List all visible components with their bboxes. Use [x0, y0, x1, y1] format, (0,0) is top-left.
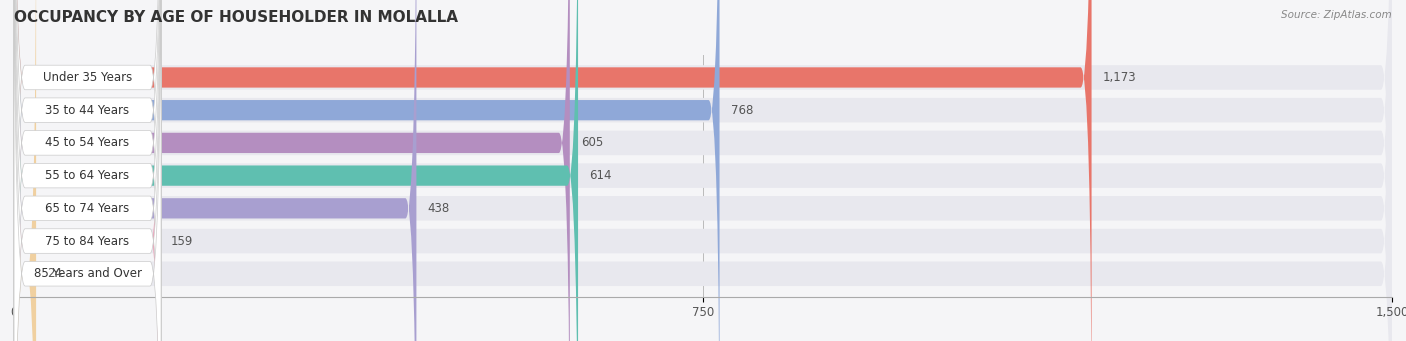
Text: 768: 768: [731, 104, 754, 117]
FancyBboxPatch shape: [14, 0, 162, 341]
Text: 1,173: 1,173: [1102, 71, 1136, 84]
FancyBboxPatch shape: [14, 0, 37, 341]
Text: 65 to 74 Years: 65 to 74 Years: [45, 202, 129, 215]
Text: 614: 614: [589, 169, 612, 182]
FancyBboxPatch shape: [14, 0, 720, 341]
FancyBboxPatch shape: [14, 0, 162, 341]
FancyBboxPatch shape: [14, 0, 162, 341]
Text: 438: 438: [427, 202, 450, 215]
FancyBboxPatch shape: [14, 0, 160, 341]
Text: 605: 605: [581, 136, 603, 149]
FancyBboxPatch shape: [14, 0, 1091, 341]
Text: OCCUPANCY BY AGE OF HOUSEHOLDER IN MOLALLA: OCCUPANCY BY AGE OF HOUSEHOLDER IN MOLAL…: [14, 10, 458, 25]
FancyBboxPatch shape: [14, 0, 162, 341]
FancyBboxPatch shape: [14, 0, 1392, 341]
Text: 55 to 64 Years: 55 to 64 Years: [45, 169, 129, 182]
Text: 35 to 44 Years: 35 to 44 Years: [45, 104, 129, 117]
FancyBboxPatch shape: [14, 0, 1392, 341]
FancyBboxPatch shape: [14, 0, 578, 341]
FancyBboxPatch shape: [14, 0, 569, 341]
Text: 24: 24: [48, 267, 62, 280]
FancyBboxPatch shape: [14, 0, 1392, 341]
FancyBboxPatch shape: [14, 0, 1392, 341]
FancyBboxPatch shape: [14, 0, 162, 341]
FancyBboxPatch shape: [14, 0, 162, 341]
Text: 75 to 84 Years: 75 to 84 Years: [45, 235, 129, 248]
Text: 85 Years and Over: 85 Years and Over: [34, 267, 142, 280]
Text: 159: 159: [172, 235, 194, 248]
Text: Under 35 Years: Under 35 Years: [44, 71, 132, 84]
FancyBboxPatch shape: [14, 0, 1392, 341]
Text: Source: ZipAtlas.com: Source: ZipAtlas.com: [1281, 10, 1392, 20]
FancyBboxPatch shape: [14, 0, 416, 341]
FancyBboxPatch shape: [14, 0, 162, 341]
Text: 45 to 54 Years: 45 to 54 Years: [45, 136, 129, 149]
FancyBboxPatch shape: [14, 0, 1392, 341]
FancyBboxPatch shape: [14, 0, 1392, 341]
